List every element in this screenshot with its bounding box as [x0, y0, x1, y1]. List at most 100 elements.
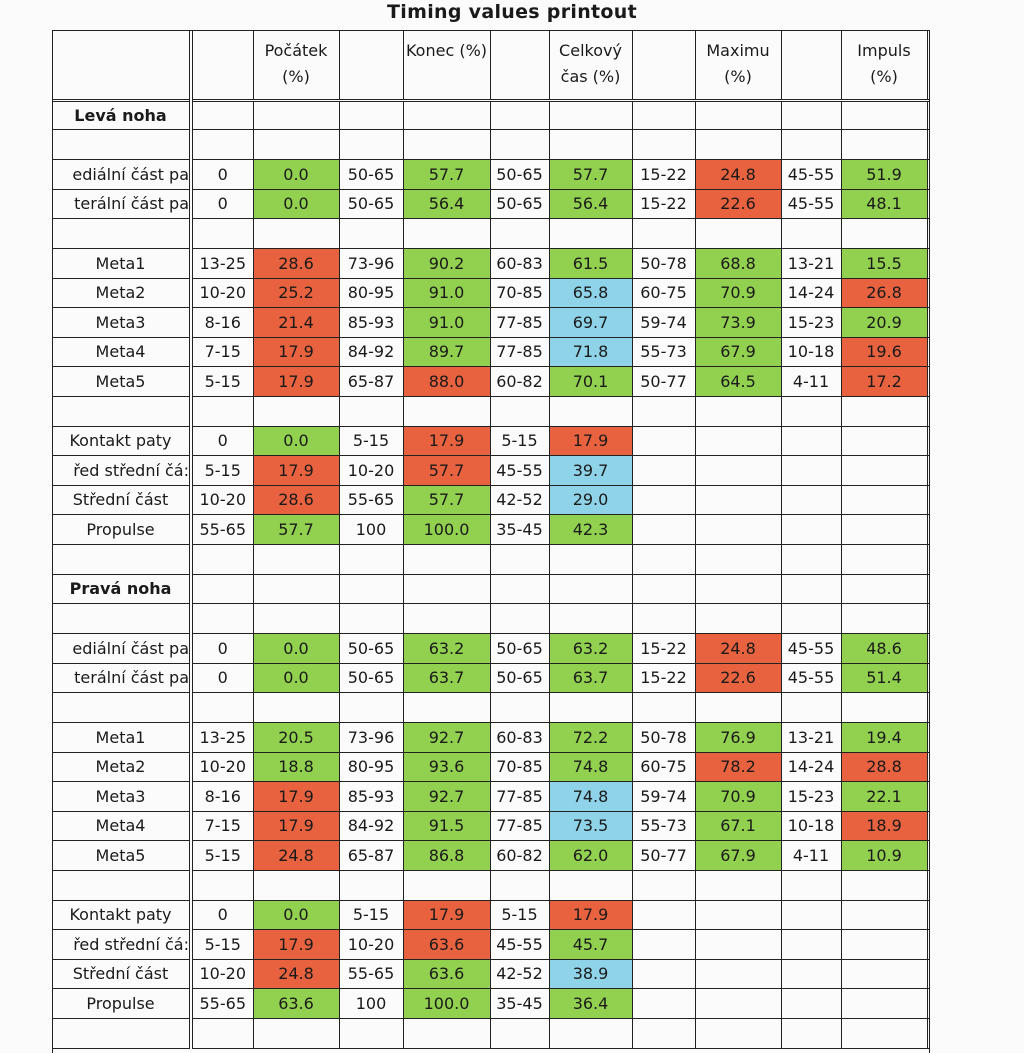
- value-cell: [840, 218, 928, 249]
- range-cell: 50-65: [338, 663, 403, 693]
- value-cell: [840, 1018, 928, 1049]
- edge-cell: [927, 485, 930, 515]
- range-cell: [780, 603, 841, 634]
- range-cell: 59-74: [631, 781, 695, 812]
- row-label: Meta2: [52, 752, 191, 782]
- value-cell: 72.2: [548, 722, 633, 753]
- row-label: Meta3: [52, 307, 191, 338]
- range-cell: [489, 544, 549, 575]
- value-cell: 63.7: [402, 663, 491, 693]
- edge-cell: [927, 603, 930, 634]
- range-cell: [631, 959, 695, 989]
- value-cell: 28.8: [840, 752, 928, 782]
- range-cell: [631, 870, 695, 901]
- value-cell: [840, 929, 928, 960]
- section-row: Pravá noha: [52, 574, 930, 604]
- value-cell: 73.9: [694, 307, 782, 338]
- value-cell: 19.6: [840, 337, 928, 367]
- value-cell: 57.7: [402, 455, 491, 486]
- range-cell: [489, 100, 549, 130]
- value-cell: [694, 129, 782, 160]
- edge-cell: [927, 337, 930, 367]
- value-cell: 22.6: [694, 189, 782, 219]
- row-label: Propulse: [52, 988, 191, 1019]
- row-label: Meta1: [52, 248, 191, 279]
- range-cell: [631, 574, 695, 604]
- range-cell: 5-15: [189, 840, 253, 871]
- row-label: terální část pa: [52, 189, 191, 219]
- row-label: Střední část: [52, 959, 191, 989]
- spacer-row: [52, 603, 930, 634]
- value-cell: [252, 574, 340, 604]
- range-cell: [489, 129, 549, 160]
- row-label: Meta5: [52, 840, 191, 871]
- column-header: Impuls (%): [840, 30, 928, 102]
- range-cell: 10-20: [189, 959, 253, 989]
- value-cell: 17.9: [252, 366, 340, 397]
- table-row: Meta2 10-20 25.2 80-95 91.0 70-85 65.8 60-75 70.…: [52, 278, 930, 308]
- row-label: Kontakt paty: [52, 426, 191, 456]
- value-cell: 0.0: [252, 426, 340, 456]
- value-cell: 29.0: [548, 485, 633, 515]
- range-cell: [631, 396, 695, 427]
- column-header: Konec (%): [402, 30, 491, 102]
- range-cell: [338, 870, 403, 901]
- value-cell: 89.7: [402, 337, 491, 367]
- row-label: Meta2: [52, 278, 191, 308]
- value-cell: [548, 544, 633, 575]
- range-cell: 60-83: [489, 722, 549, 753]
- label-cell: [52, 544, 191, 575]
- value-cell: 36.4: [548, 988, 633, 1019]
- value-cell: 78.2: [694, 752, 782, 782]
- range-cell: 42-52: [489, 959, 549, 989]
- value-cell: [402, 1018, 491, 1049]
- range-cell: 50-65: [489, 159, 549, 190]
- header-row: Počátek (%) Konec (%) Celkový čas (%) Maxim…: [52, 30, 930, 102]
- range-cell: 13-25: [189, 248, 253, 279]
- edge-cell: [927, 248, 930, 279]
- value-cell: [694, 870, 782, 901]
- range-cell: 42-52: [489, 485, 549, 515]
- range-cell: 8-16: [189, 781, 253, 812]
- range-cell: 50-77: [631, 840, 695, 871]
- value-cell: 24.8: [694, 633, 782, 664]
- value-cell: [252, 544, 340, 575]
- value-cell: 26.8: [840, 278, 928, 308]
- range-cell: 50-65: [489, 663, 549, 693]
- range-cell: 50-65: [338, 633, 403, 664]
- value-cell: [402, 396, 491, 427]
- table-row: Kontakt paty 0 0.0 5-15 17.9 5-15 17.9: [52, 426, 930, 456]
- value-cell: 25.2: [252, 278, 340, 308]
- value-cell: [694, 426, 782, 456]
- range-cell: 60-83: [489, 248, 549, 279]
- value-cell: 92.7: [402, 781, 491, 812]
- range-cell: 7-15: [189, 811, 253, 841]
- value-cell: [694, 929, 782, 960]
- range-cell: [631, 692, 695, 723]
- range-cell: 5-15: [189, 455, 253, 486]
- range-cell: 15-22: [631, 633, 695, 664]
- value-cell: 63.6: [252, 988, 340, 1019]
- row-label: řed střední čá:: [52, 929, 191, 960]
- value-cell: [840, 959, 928, 989]
- value-cell: [694, 455, 782, 486]
- section-row: Levá noha: [52, 100, 930, 130]
- value-cell: 69.7: [548, 307, 633, 338]
- range-cell: 85-93: [338, 781, 403, 812]
- value-cell: [694, 900, 782, 930]
- table-row: Meta4 7-15 17.9 84-92 91.5 77-85 73.5 55-73 67.1…: [52, 811, 930, 841]
- edge-cell: [927, 366, 930, 397]
- range-cell: 50-65: [338, 159, 403, 190]
- value-cell: [694, 396, 782, 427]
- range-cell: 15-23: [780, 781, 841, 812]
- range-cell: [338, 100, 403, 130]
- edge-cell: [927, 692, 930, 723]
- row-label: Kontakt paty: [52, 900, 191, 930]
- range-cell: [631, 1018, 695, 1049]
- value-cell: [694, 988, 782, 1019]
- value-cell: [548, 129, 633, 160]
- range-cell: 73-96: [338, 722, 403, 753]
- range-cell: 45-55: [780, 189, 841, 219]
- range-cell: 45-55: [780, 633, 841, 664]
- edge-cell: [927, 633, 930, 664]
